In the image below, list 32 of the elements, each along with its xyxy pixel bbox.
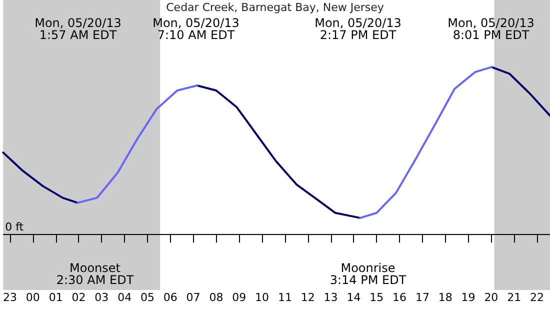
x-tick-label: 04 [118,291,132,304]
x-tick-label: 20 [484,291,498,304]
x-tick-label: 06 [163,291,178,304]
x-tick-label: 14 [346,291,361,304]
text: Mon, 05/20/13 8:01 PM EDT [448,16,534,42]
text: Mon, 05/20/13 1:57 AM EDT [34,16,122,42]
x-tick-label: 02 [72,291,86,304]
text: Moonset 2:30 AM EDT [56,261,134,287]
x-tick-label: 17 [415,291,430,304]
x-tick-label: 07 [186,291,200,304]
x-tick-label: 16 [392,291,407,304]
x-tick-label: 05 [140,291,154,304]
x-tick-label: 11 [278,291,292,304]
x-tick-label: 09 [232,291,246,304]
x-tick-label: 03 [94,291,109,304]
text: Mon, 05/20/13 7:10 AM EDT [152,16,240,42]
x-tick-label: 18 [438,291,452,304]
x-tick-label: 23 [3,291,17,304]
x-tick-label: 13 [324,291,338,304]
x-tick-label: 12 [300,291,315,304]
ref-line-label: 0 ft [5,220,24,234]
x-tick-label: 08 [209,291,224,304]
text: Mon, 05/20/13 2:17 PM EDT [314,16,402,42]
text: Moonrise 3:14 PM EDT [330,261,407,287]
x-tick-label: 15 [370,291,384,304]
x-tick-label: 10 [255,291,270,304]
x-tick-label: 19 [461,291,476,304]
x-tick-label: 21 [507,291,522,304]
x-tick-label: 01 [48,291,63,304]
chart-title: Cedar Creek, Barnegat Bay, New Jersey [166,1,384,14]
x-tick-label: 22 [530,291,544,304]
x-tick-label: 00 [26,291,40,304]
